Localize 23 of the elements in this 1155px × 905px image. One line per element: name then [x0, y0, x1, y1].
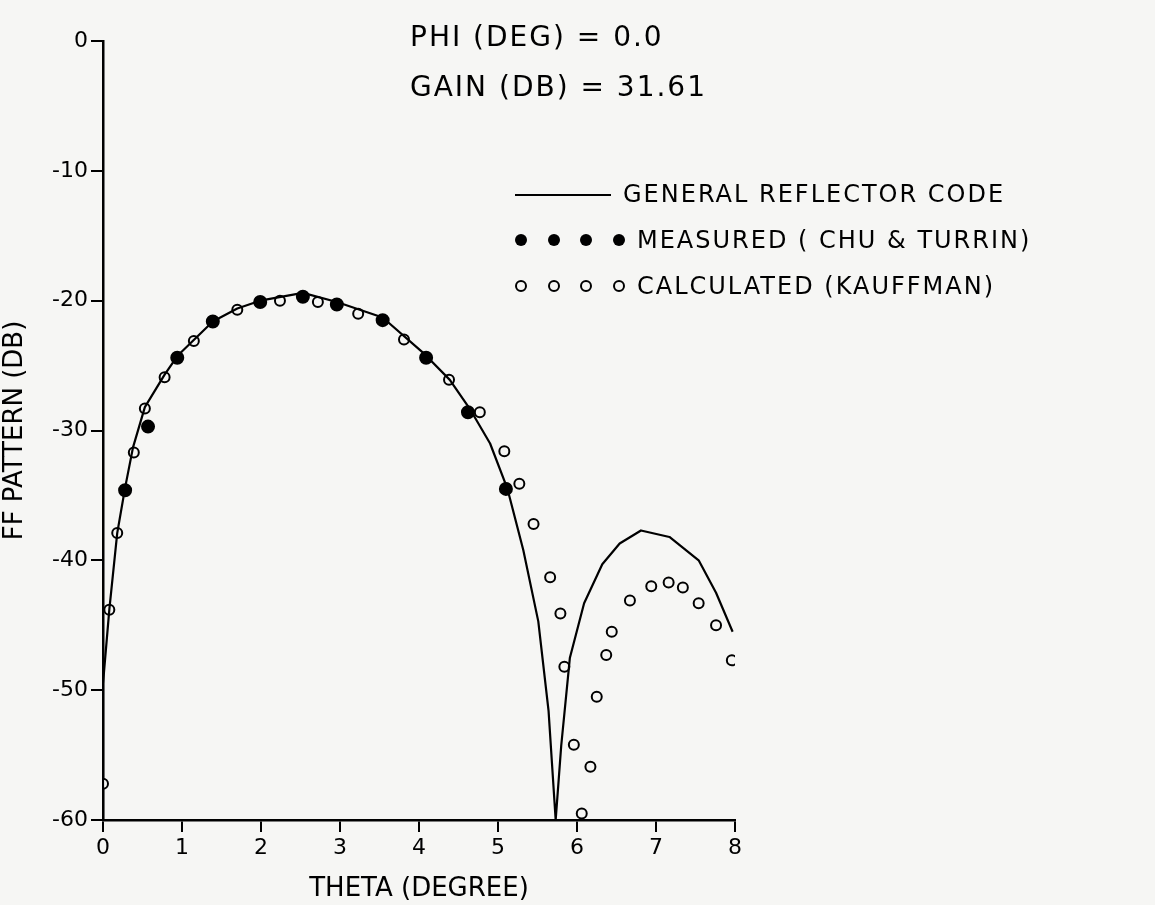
x-tick-label: 5: [491, 833, 505, 859]
annotation: PHI (DEG) = 0.0: [410, 19, 665, 55]
x-tick-label: 6: [570, 833, 584, 859]
y-tick-label: -20: [52, 286, 88, 312]
legend-label: MEASURED ( CHU & TURRIN): [637, 226, 1032, 254]
y-tick-label: -40: [52, 546, 88, 572]
x-tick-label: 4: [412, 833, 426, 859]
legend-label: CALCULATED (KAUFFMAN): [637, 272, 995, 300]
y-tick-label: -60: [52, 805, 88, 831]
legend-label: GENERAL REFLECTOR CODE: [623, 180, 1006, 208]
annotation: GAIN (DB) = 31.61: [410, 69, 707, 105]
y-tick-label: 0: [74, 26, 88, 52]
y-tick-label: -10: [52, 156, 88, 182]
y-tick-label: -30: [52, 416, 88, 442]
x-tick-label: 7: [649, 833, 663, 859]
y-axis-title: FF PATTERN (DB): [0, 320, 29, 541]
x-tick-label: 2: [254, 833, 268, 859]
x-tick-label: 0: [96, 833, 110, 859]
x-tick-label: 1: [175, 833, 189, 859]
x-axis-title: THETA (DEGREE): [308, 872, 529, 903]
x-tick-label: 8: [728, 833, 742, 859]
x-tick-label: 3: [333, 833, 347, 859]
y-tick-label: -50: [52, 675, 88, 701]
